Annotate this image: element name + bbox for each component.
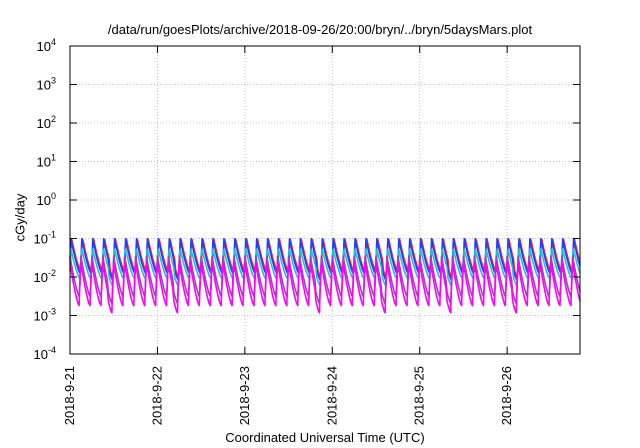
x-tick-label: 2018-9-22: [149, 366, 164, 425]
y-tick-label: 103: [37, 76, 56, 93]
y-tick-label: 104: [37, 37, 56, 54]
y-tick-label: 101: [37, 153, 56, 170]
y-tick-label: 10-3: [34, 307, 56, 324]
x-tick-label: 2018-9-25: [412, 366, 427, 425]
y-tick-label: 10-2: [34, 268, 56, 285]
x-tick-label: 2018-9-24: [324, 366, 339, 425]
x-tick-label: 2018-9-26: [499, 366, 514, 425]
series-line: [69, 261, 581, 314]
x-tick-label: 2018-9-23: [237, 366, 252, 425]
x-axis-label: Coordinated Universal Time (UTC): [225, 430, 425, 445]
y-axis-label: cGy/day: [12, 193, 28, 242]
y-tick-label: 102: [37, 114, 56, 131]
y-tick-label: 10-4: [34, 345, 56, 362]
chart-title: /data/run/goesPlots/archive/2018-09-26/2…: [107, 22, 533, 37]
y-tick-label: 100: [37, 191, 56, 208]
y-tick-label: 10-1: [34, 230, 56, 247]
x-tick-label: 2018-9-21: [62, 366, 77, 425]
